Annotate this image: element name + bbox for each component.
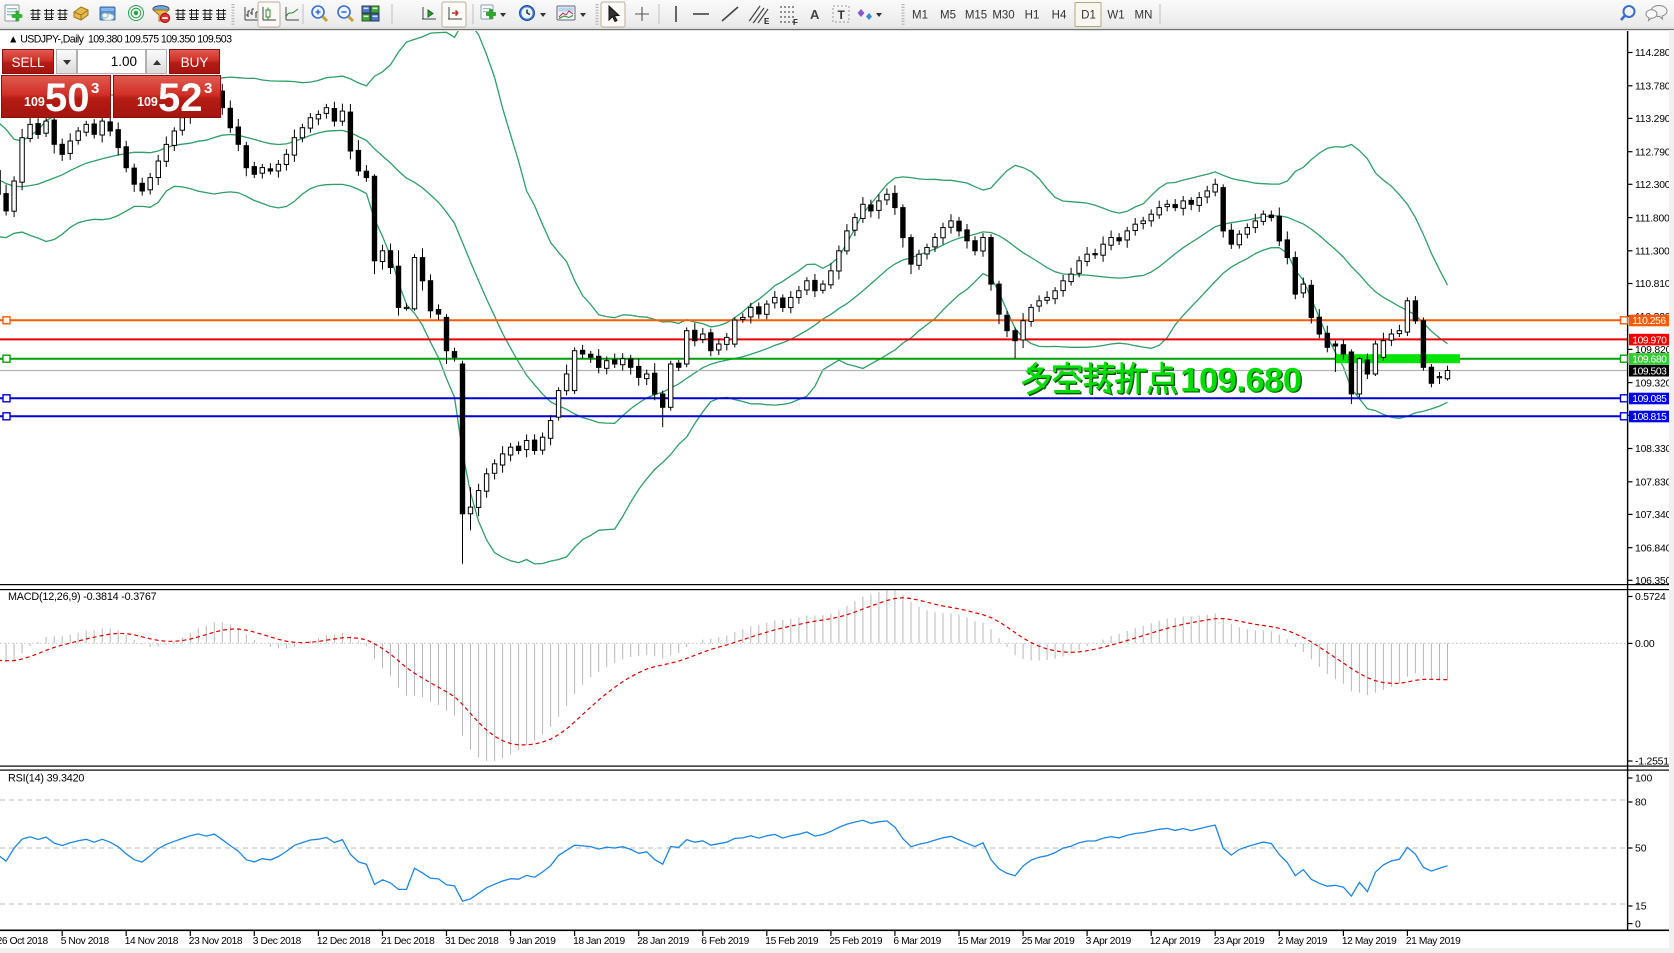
svg-text:18 Jan 2019: 18 Jan 2019 xyxy=(573,936,625,947)
svg-text:3 Dec 2018: 3 Dec 2018 xyxy=(253,936,302,947)
svg-text:12 Apr 2019: 12 Apr 2019 xyxy=(1150,936,1201,947)
svg-text:80: 80 xyxy=(1635,798,1647,809)
svg-text:M30: M30 xyxy=(992,10,1014,22)
svg-text:113.290: 113.290 xyxy=(1635,114,1671,125)
svg-text:12 May 2019: 12 May 2019 xyxy=(1342,936,1397,947)
svg-text:107.830: 107.830 xyxy=(1635,478,1672,489)
svg-text:15 Feb 2019: 15 Feb 2019 xyxy=(765,936,819,947)
svg-text:21 Dec 2018: 21 Dec 2018 xyxy=(381,936,435,947)
svg-text:28 Jan 2019: 28 Jan 2019 xyxy=(637,936,689,947)
svg-text:23 Apr 2019: 23 Apr 2019 xyxy=(1214,936,1265,947)
svg-text:112.790: 112.790 xyxy=(1635,147,1671,158)
svg-text:106.840: 106.840 xyxy=(1635,543,1672,554)
svg-text:-1.2551: -1.2551 xyxy=(1635,757,1669,768)
svg-text:31 Dec 2018: 31 Dec 2018 xyxy=(445,936,499,947)
svg-text:110.810: 110.810 xyxy=(1635,279,1671,290)
svg-text:E: E xyxy=(764,17,770,26)
svg-text:0.00: 0.00 xyxy=(1635,639,1655,650)
svg-text:26 Oct 2018: 26 Oct 2018 xyxy=(0,936,48,947)
svg-text:109.970: 109.970 xyxy=(1632,335,1667,346)
svg-text:M5: M5 xyxy=(940,10,956,22)
svg-text:W1: W1 xyxy=(1107,10,1124,22)
svg-text:109.680: 109.680 xyxy=(1180,361,1301,399)
svg-text:109.680: 109.680 xyxy=(1182,363,1303,401)
svg-text:5 Nov 2018: 5 Nov 2018 xyxy=(61,936,110,947)
svg-text:0: 0 xyxy=(1635,919,1641,930)
svg-text:109.320: 109.320 xyxy=(1635,378,1672,389)
svg-text:T: T xyxy=(838,8,846,22)
svg-text:113.780: 113.780 xyxy=(1635,82,1671,93)
svg-text:23 Nov 2018: 23 Nov 2018 xyxy=(189,936,243,947)
svg-text:H4: H4 xyxy=(1052,10,1067,22)
svg-text:106.350: 106.350 xyxy=(1635,576,1672,587)
svg-text:6 Mar 2019: 6 Mar 2019 xyxy=(893,936,941,947)
svg-text:25 Mar 2019: 25 Mar 2019 xyxy=(1022,936,1076,947)
svg-text:12 Dec 2018: 12 Dec 2018 xyxy=(317,936,371,947)
svg-text:109.085: 109.085 xyxy=(1632,394,1667,405)
svg-text:2 May 2019: 2 May 2019 xyxy=(1278,936,1328,947)
svg-text:111.800: 111.800 xyxy=(1635,213,1670,224)
svg-text:107.340: 107.340 xyxy=(1635,510,1672,521)
svg-text:A: A xyxy=(810,7,820,22)
svg-text:50: 50 xyxy=(1635,844,1647,855)
svg-text:21 May 2019: 21 May 2019 xyxy=(1406,936,1461,947)
svg-text:109.680: 109.680 xyxy=(1632,355,1667,366)
svg-text:MACD(12,26,9) -0.3814 -0.3767: MACD(12,26,9) -0.3814 -0.3767 xyxy=(8,591,157,603)
svg-text:14 Nov 2018: 14 Nov 2018 xyxy=(125,936,179,947)
svg-text:F: F xyxy=(793,18,798,27)
svg-text:0.5724: 0.5724 xyxy=(1635,592,1666,603)
svg-text:D1: D1 xyxy=(1081,10,1096,22)
svg-text:RSI(14) 39.3420: RSI(14) 39.3420 xyxy=(8,773,84,785)
svg-text:112.300: 112.300 xyxy=(1635,180,1671,191)
svg-text:111.300: 111.300 xyxy=(1635,247,1670,258)
svg-text:M1: M1 xyxy=(912,10,928,22)
svg-text:M15: M15 xyxy=(965,10,987,22)
svg-text:108.330: 108.330 xyxy=(1635,444,1672,455)
svg-text:3 Apr 2019: 3 Apr 2019 xyxy=(1086,936,1132,947)
svg-text:9 Jan 2019: 9 Jan 2019 xyxy=(509,936,556,947)
svg-text:108.815: 108.815 xyxy=(1632,412,1667,423)
svg-text:110.256: 110.256 xyxy=(1632,316,1666,327)
svg-text:114.280: 114.280 xyxy=(1635,48,1671,59)
svg-text:109.503: 109.503 xyxy=(1632,366,1667,377)
svg-text:15 Mar 2019: 15 Mar 2019 xyxy=(958,936,1012,947)
svg-text:H1: H1 xyxy=(1025,10,1040,22)
svg-text:MN: MN xyxy=(1135,10,1153,22)
svg-text:6 Feb 2019: 6 Feb 2019 xyxy=(701,936,749,947)
svg-text:25 Feb 2019: 25 Feb 2019 xyxy=(829,936,883,947)
svg-text:15: 15 xyxy=(1635,902,1647,913)
svg-text:100: 100 xyxy=(1635,774,1653,785)
svg-text:▲ USDJPY-,Daily 109.380 109.5: ▲ USDJPY-,Daily 109.380 109.575 109.350 … xyxy=(8,34,232,46)
svg-text:109.820: 109.820 xyxy=(1635,345,1672,356)
